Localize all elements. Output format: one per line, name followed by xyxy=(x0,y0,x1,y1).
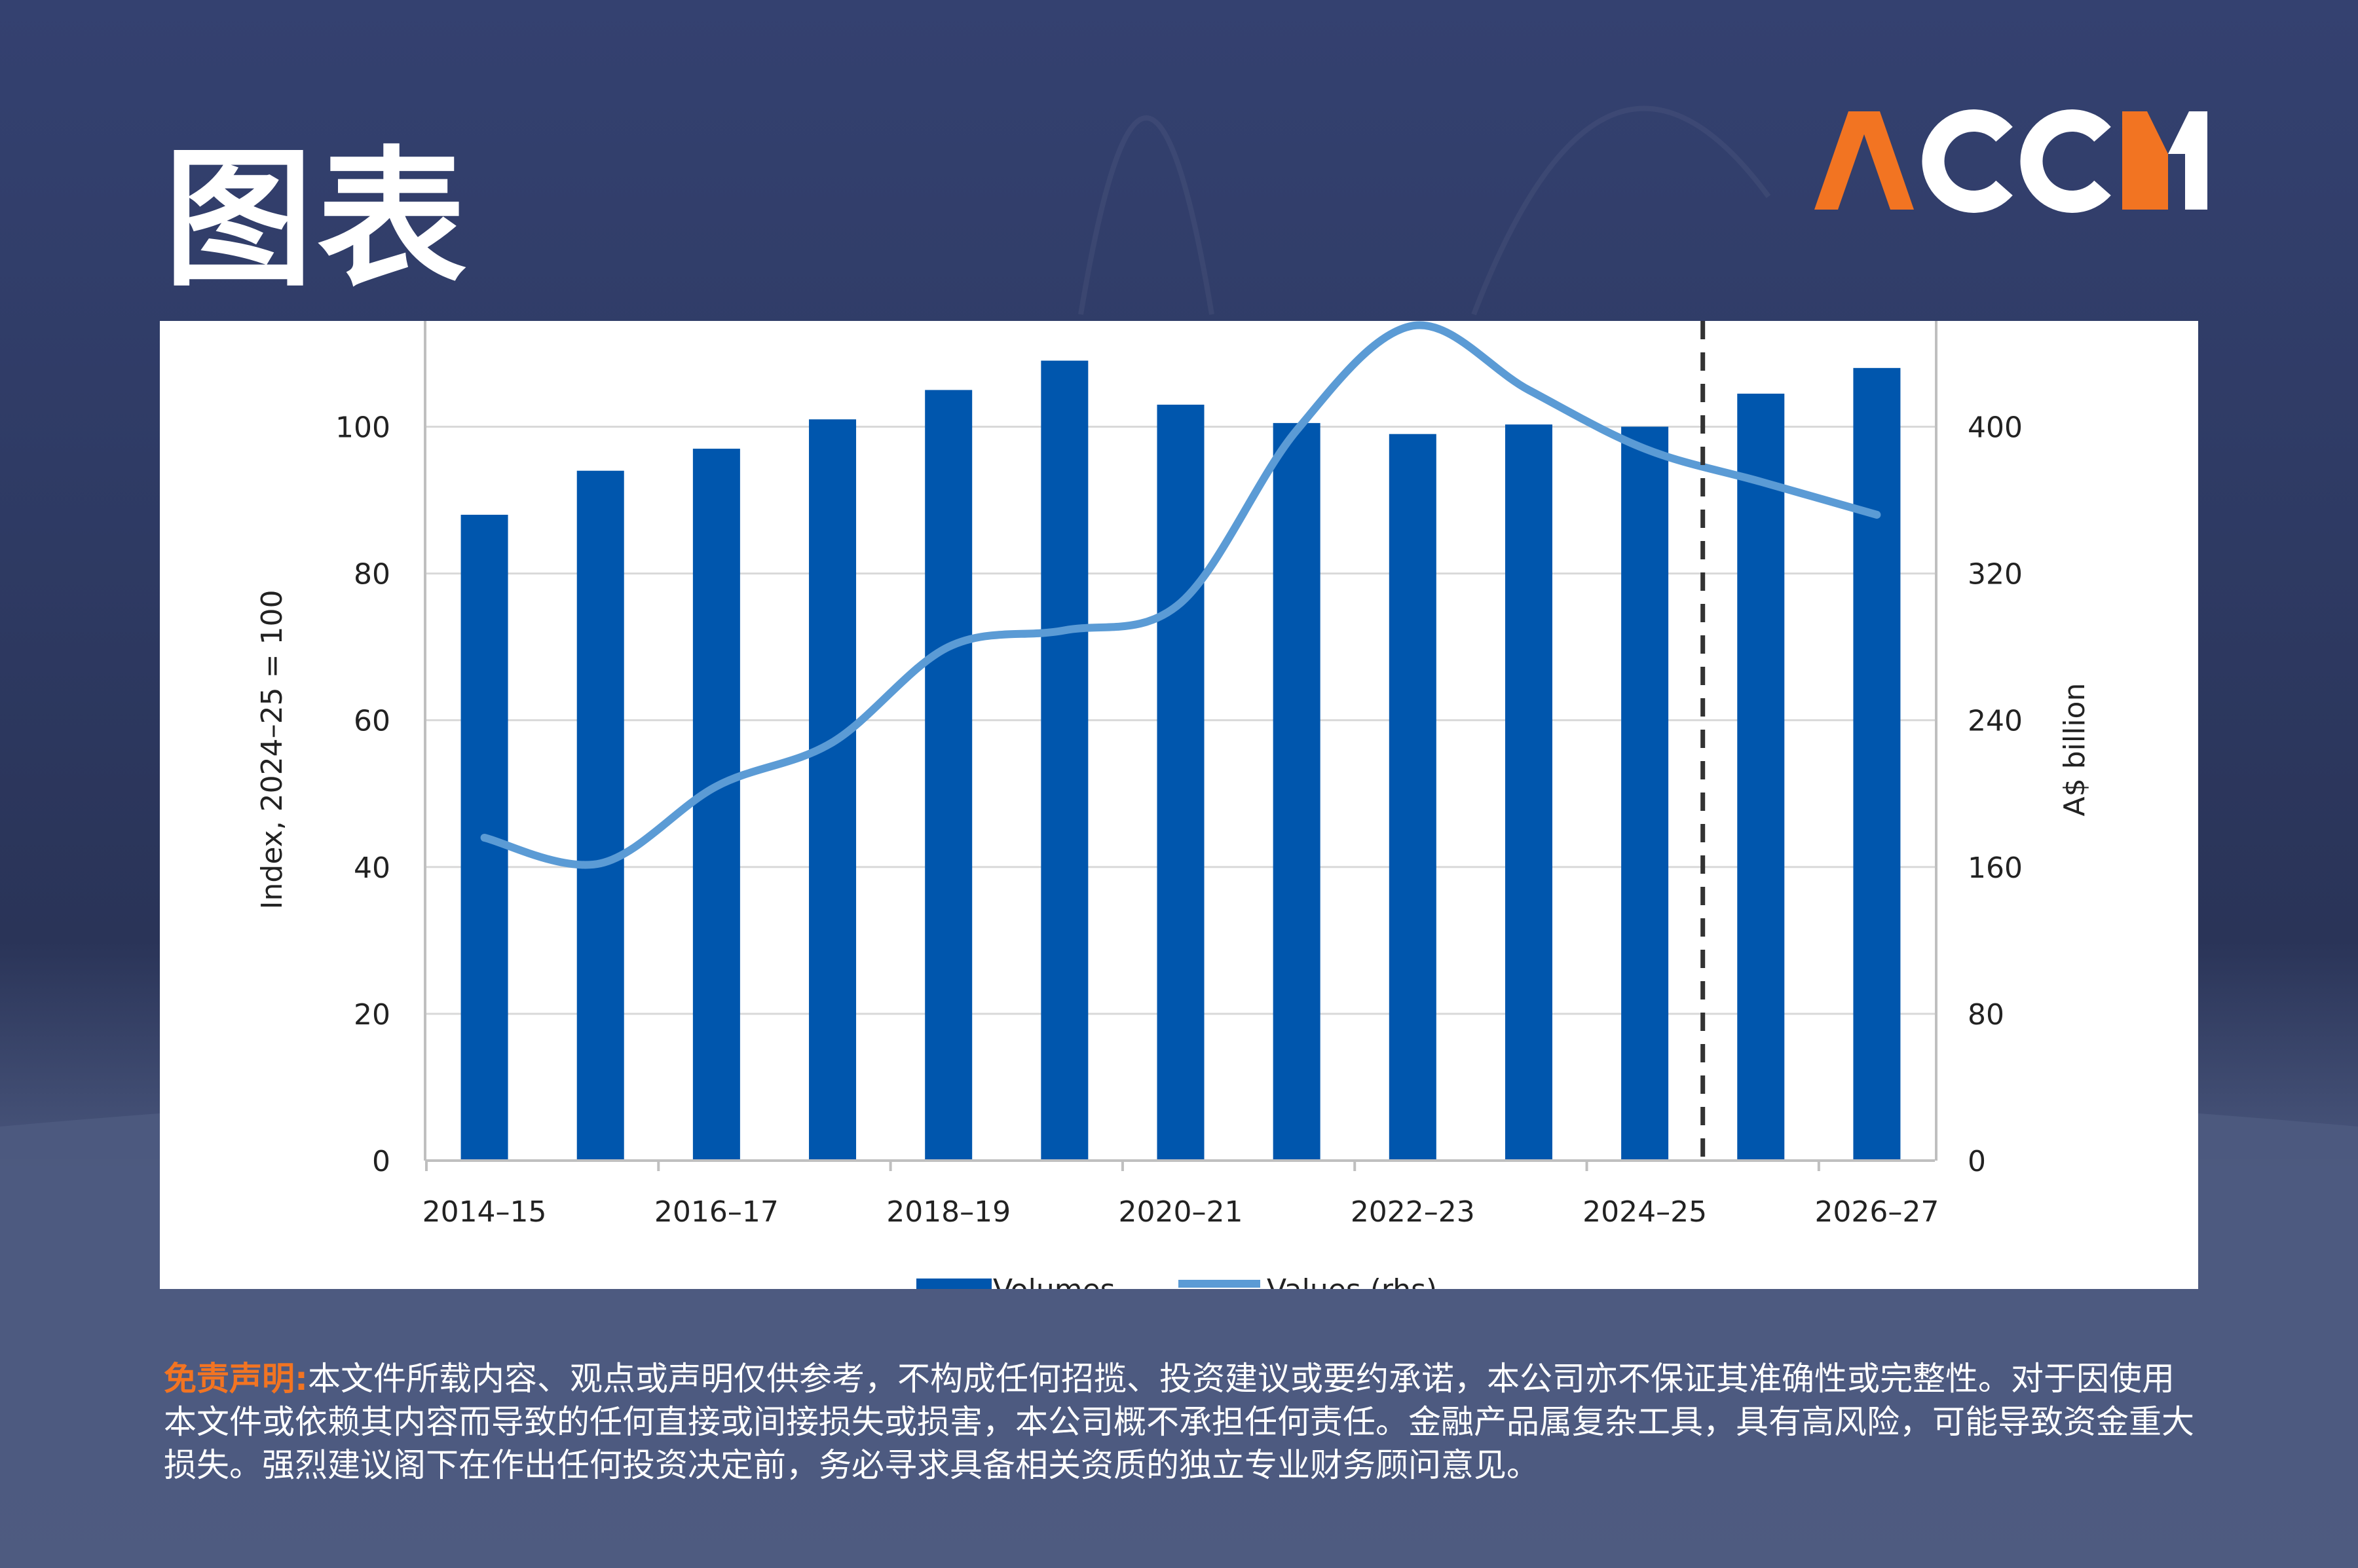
y2-tick-label: 80 xyxy=(1968,998,2004,1032)
bar-2026–27 xyxy=(1853,367,1901,1161)
y-tick-label: 100 xyxy=(335,411,390,444)
disclaimer-text: 本文件所载内容、观点或声明仅供参考，不构成任何招揽、投资建议或要约承诺，本公司亦… xyxy=(164,1360,2194,1484)
bar-2024–25 xyxy=(1621,426,1669,1161)
y-tick-label: 40 xyxy=(354,851,390,885)
bar-2021–22 xyxy=(1273,422,1320,1161)
x-tick-label: 2014–15 xyxy=(422,1195,547,1229)
disclaimer: 免责声明:本文件所载内容、观点或声明仅供参考，不构成任何招揽、投资建议或要约承诺… xyxy=(164,1357,2201,1487)
line-values-rhs xyxy=(480,321,1881,869)
bar-2016–17 xyxy=(692,449,740,1161)
legend-label-values: Values (rhs) xyxy=(1267,1273,1437,1289)
x-tick-label: 2026–27 xyxy=(1814,1195,1939,1229)
bar-2025–26 xyxy=(1737,394,1785,1161)
y-tick-label: 60 xyxy=(354,705,390,738)
y2-tick-label: 320 xyxy=(1968,558,2023,591)
x-tick-label: 2020–21 xyxy=(1119,1195,1243,1229)
bar-2018–19 xyxy=(925,390,973,1161)
legend-label-volumes: Volumes xyxy=(993,1273,1115,1289)
legend-swatch-volumes xyxy=(916,1279,992,1289)
bar-2015–16 xyxy=(576,470,624,1161)
chart-panel: 0 20 40 60 80 100 0 80 160 240 320 400 2014–15 2016–1… xyxy=(160,321,2198,1289)
y2-axis-title: A$ billion xyxy=(2058,683,2091,817)
x-tick-label: 2022–23 xyxy=(1351,1195,1475,1229)
bar-2017–18 xyxy=(809,419,857,1161)
x-tick-label: 2024–25 xyxy=(1582,1195,1707,1229)
x-tick-label: 2018–19 xyxy=(886,1195,1011,1229)
y-tick-label: 0 xyxy=(372,1145,390,1178)
y2-tick-label: 0 xyxy=(1968,1145,1986,1178)
disclaimer-label: 免责声明: xyxy=(164,1360,308,1398)
y2-tick-label: 240 xyxy=(1968,705,2023,738)
bar-2022–23 xyxy=(1389,434,1436,1161)
y-tick-label: 80 xyxy=(354,558,390,591)
accm-logo xyxy=(1814,109,2207,213)
y-axis-title: Index, 2024–25 = 100 xyxy=(255,590,289,910)
y-tick-label: 20 xyxy=(354,998,390,1032)
y2-tick-label: 400 xyxy=(1968,411,2023,444)
y2-tick-label: 160 xyxy=(1968,851,2023,885)
x-tick-label: 2016–17 xyxy=(654,1195,779,1229)
bar-2023–24 xyxy=(1505,424,1552,1161)
page-title: 图表 xyxy=(164,132,470,307)
bar-2020–21 xyxy=(1157,404,1205,1161)
bar-2019–20 xyxy=(1041,360,1089,1161)
chart-svg: 0 20 40 60 80 100 0 80 160 240 320 400 2014–15 2016–1… xyxy=(255,321,2091,1289)
